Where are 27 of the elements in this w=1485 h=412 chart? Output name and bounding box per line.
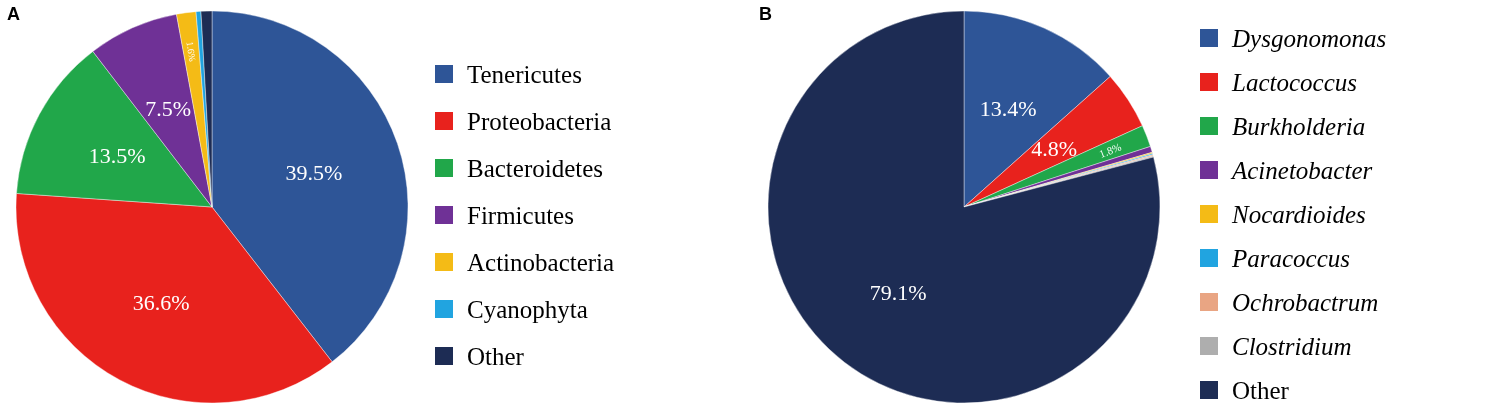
legend-label: Tenericutes bbox=[467, 60, 582, 88]
data-label: 13.5% bbox=[88, 143, 146, 169]
data-label: 79.1% bbox=[869, 279, 927, 305]
legend-label: Burkholderia bbox=[1232, 112, 1366, 140]
data-label: 36.6% bbox=[132, 289, 190, 315]
legend-label: Clostridium bbox=[1232, 332, 1352, 360]
legend-label: Actinobacteria bbox=[467, 248, 615, 276]
legend-label: Ochrobactrum bbox=[1232, 288, 1379, 316]
legend-label: Cyanophyta bbox=[467, 295, 588, 323]
chart-title: B bbox=[759, 4, 772, 24]
legend-label: Acinetobacter bbox=[1230, 156, 1373, 184]
data-label: 7.5% bbox=[145, 95, 192, 121]
legend-label: Firmicutes bbox=[467, 201, 574, 229]
legend-label: Other bbox=[1232, 376, 1290, 404]
legend-label: Other bbox=[467, 342, 525, 370]
data-label: 13.4% bbox=[979, 96, 1037, 122]
legend-label: Dysgonomonas bbox=[1231, 24, 1387, 52]
legend-label: Proteobacteria bbox=[467, 107, 612, 135]
legend-label: Nocardioides bbox=[1231, 200, 1366, 228]
data-label: 39.5% bbox=[285, 159, 343, 185]
legend-label: Lactococcus bbox=[1231, 68, 1357, 96]
legend-label: Paracoccus bbox=[1231, 244, 1351, 272]
legend-label: Bacteroidetes bbox=[467, 154, 604, 182]
data-label: 4.8% bbox=[1031, 135, 1078, 161]
data-label: 1.8% bbox=[1097, 140, 1123, 160]
data-label: 1.6% bbox=[184, 40, 199, 63]
chart-title: A bbox=[7, 4, 20, 24]
